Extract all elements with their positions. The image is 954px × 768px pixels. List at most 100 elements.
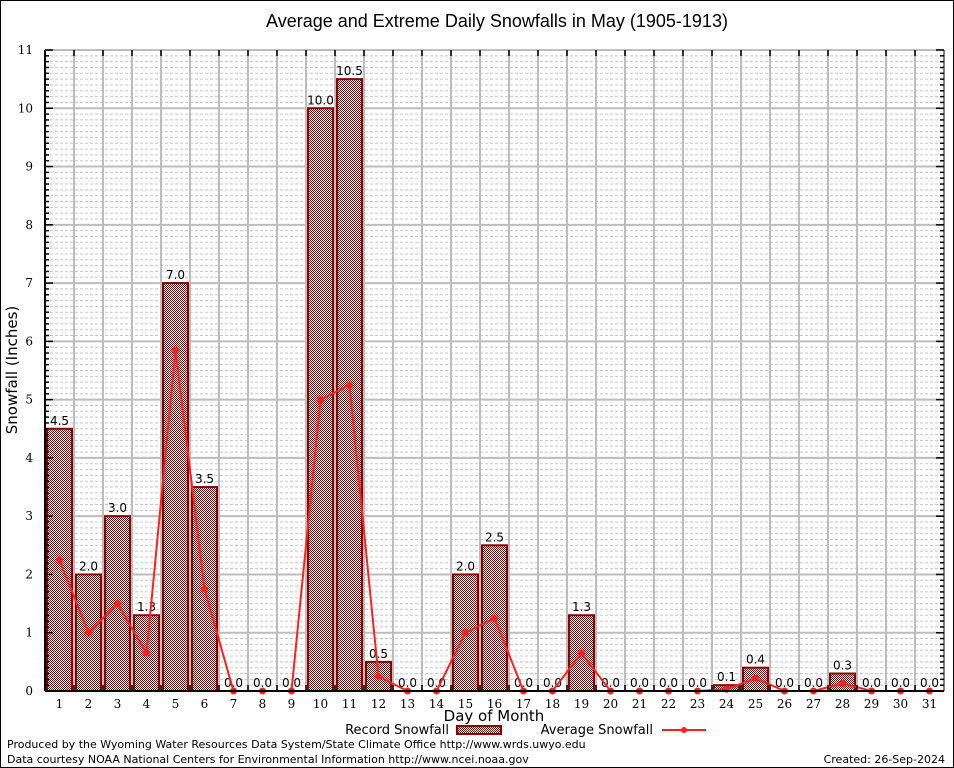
average-point-day-12 xyxy=(375,672,382,680)
x-axis-label: Day of Month xyxy=(444,707,545,725)
chart-title: Average and Extreme Daily Snowfalls in M… xyxy=(266,11,728,31)
legend-label-record: Record Snowfall xyxy=(345,723,449,738)
bar-label-day-28: 0.3 xyxy=(833,659,852,673)
bars xyxy=(46,78,856,693)
average-point-day-1 xyxy=(56,556,63,564)
x-tick-label: 19 xyxy=(574,697,589,711)
bar-label-day-18: 0.0 xyxy=(543,676,562,690)
legend-marker-average xyxy=(681,727,687,733)
x-tick-label: 31 xyxy=(922,697,937,711)
bar-label-day-24: 0.1 xyxy=(717,670,736,684)
bar-label-day-5: 7.0 xyxy=(166,268,185,282)
x-tick-label: 21 xyxy=(632,697,647,711)
x-tick-label: 18 xyxy=(545,697,560,711)
grid xyxy=(45,50,944,691)
y-tick-label: 3 xyxy=(25,509,33,523)
x-tick-label: 16 xyxy=(487,697,502,711)
x-tick-label: 3 xyxy=(114,697,122,711)
x-tick-label: 4 xyxy=(143,697,151,711)
x-tick-label: 17 xyxy=(516,697,531,711)
x-tick-label: 24 xyxy=(719,697,735,711)
footer-produced-by: Produced by the Wyoming Water Resources … xyxy=(7,738,586,751)
average-point-day-5 xyxy=(172,346,179,354)
bar-label-day-26: 0.0 xyxy=(775,676,794,690)
y-tick-label: 1 xyxy=(25,626,33,640)
bar-label-day-2: 2.0 xyxy=(79,559,98,573)
y-tick-label: 7 xyxy=(25,276,33,290)
y-tick-label: 9 xyxy=(25,160,33,174)
x-tick-label: 25 xyxy=(748,697,763,711)
x-tick-label: 14 xyxy=(429,697,445,711)
bar-record-day-5 xyxy=(162,282,189,692)
x-tick-label: 13 xyxy=(400,697,415,711)
bar-label-day-31: 0.0 xyxy=(920,676,939,690)
x-tick-label: 7 xyxy=(230,697,238,711)
y-axis-label: Snowfall (Inches) xyxy=(3,306,21,434)
bar-label-day-8: 0.0 xyxy=(253,676,272,690)
legend-swatch-record xyxy=(456,725,502,735)
bar-label-day-11: 10.5 xyxy=(336,64,363,78)
average-point-day-10 xyxy=(317,396,324,404)
x-tick-label: 29 xyxy=(864,697,879,711)
average-point-day-16 xyxy=(491,614,498,622)
bar-label-day-4: 1.3 xyxy=(137,600,156,614)
average-point-day-6 xyxy=(201,585,208,593)
bar-label-day-1: 4.5 xyxy=(50,414,69,428)
y-tick-label: 5 xyxy=(25,393,33,407)
y-tick-label: 6 xyxy=(25,334,33,348)
x-tick-label: 22 xyxy=(661,697,676,711)
footer-data-courtesy: Data courtesy NOAA National Centers for … xyxy=(7,753,529,766)
x-tick-label: 9 xyxy=(288,697,296,711)
average-point-day-11 xyxy=(346,381,353,389)
x-tick-label: 6 xyxy=(201,697,209,711)
bar-label-day-25: 0.4 xyxy=(746,653,765,667)
x-tick-label: 27 xyxy=(806,697,821,711)
x-tick-label: 5 xyxy=(172,697,180,711)
x-tick-label: 12 xyxy=(371,697,386,711)
bar-label-day-29: 0.0 xyxy=(862,676,881,690)
bar-label-day-16: 2.5 xyxy=(485,530,504,544)
average-point-day-25 xyxy=(752,674,759,682)
bar-label-day-20: 0.0 xyxy=(601,676,620,690)
bar-label-day-22: 0.0 xyxy=(659,676,678,690)
legend-label-average: Average Snowfall xyxy=(541,723,653,738)
bar-record-day-4 xyxy=(133,614,160,693)
y-tick-label: 11 xyxy=(18,43,33,57)
bar-label-day-19: 1.3 xyxy=(572,600,591,614)
x-tick-label: 10 xyxy=(313,697,328,711)
bar-label-day-7: 0.0 xyxy=(224,676,243,690)
x-tick-label: 28 xyxy=(835,697,850,711)
x-tick-label: 11 xyxy=(342,697,357,711)
bar-label-day-30: 0.0 xyxy=(891,676,910,690)
bar-label-day-10: 10.0 xyxy=(307,93,334,107)
bar-label-day-21: 0.0 xyxy=(630,676,649,690)
y-tick-label: 10 xyxy=(18,101,33,115)
y-tick-label: 2 xyxy=(25,567,33,581)
average-point-day-19 xyxy=(578,649,585,657)
average-point-day-2 xyxy=(85,629,92,637)
x-tick-label: 30 xyxy=(893,697,908,711)
footer-created: Created: 26-Sep-2024 xyxy=(823,753,945,766)
average-point-day-15 xyxy=(462,629,469,637)
y-tick-label: 8 xyxy=(25,218,33,232)
x-tick-label: 15 xyxy=(458,697,473,711)
bar-label-day-6: 3.5 xyxy=(195,472,214,486)
legend: Record Snowfall Average Snowfall xyxy=(345,723,706,738)
bar-labels: 4.5 2.0 3.0 1.3 7.0 3.5 0.0 0.0 0.0 10.0 10.5 0.5 0.… xyxy=(50,64,939,690)
x-tick-label: 8 xyxy=(259,697,267,711)
average-point-day-3 xyxy=(114,600,121,608)
bar-label-day-3: 3.0 xyxy=(108,501,127,515)
x-tick-label: 2 xyxy=(85,697,93,711)
bar-label-day-27: 0.0 xyxy=(804,676,823,690)
x-tick-label: 1 xyxy=(56,697,64,711)
x-tick-label: 20 xyxy=(603,697,618,711)
bar-label-day-23: 0.0 xyxy=(688,676,707,690)
average-point-day-28 xyxy=(839,679,846,687)
bar-label-day-13: 0.0 xyxy=(398,676,417,690)
x-tick-label: 26 xyxy=(777,697,792,711)
bar-label-day-15: 2.0 xyxy=(456,559,475,573)
bar-label-day-12: 0.5 xyxy=(369,647,388,661)
y-tick-label: 4 xyxy=(25,451,33,465)
